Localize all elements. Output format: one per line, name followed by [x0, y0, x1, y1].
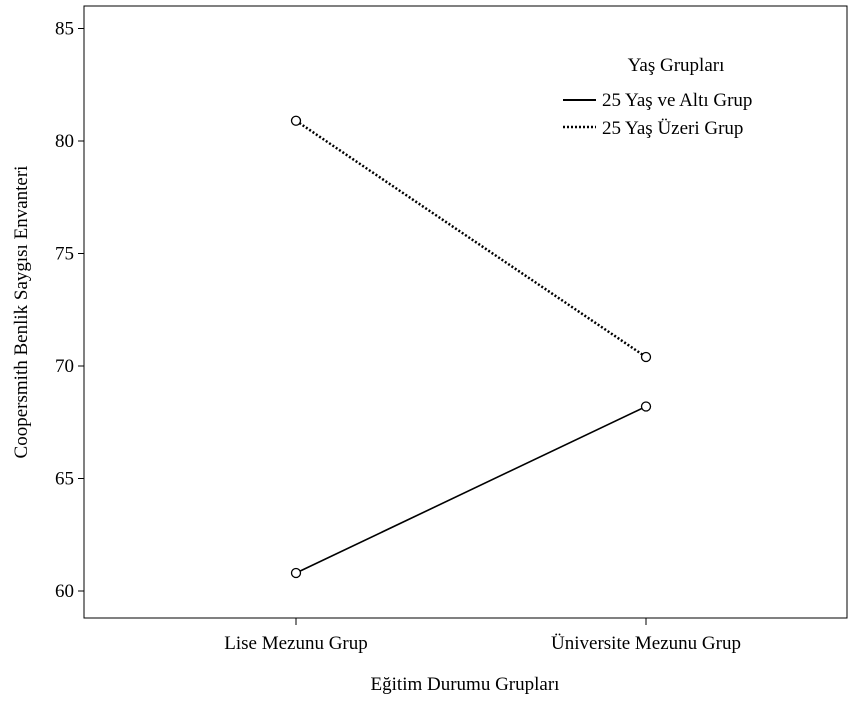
x-tick-label: Lise Mezunu Grup: [224, 633, 368, 654]
y-tick-label: 85: [55, 19, 74, 40]
x-axis: Lise Mezunu Grup Üniversite Mezunu Grup: [224, 618, 741, 654]
legend-title: Yaş Grupları: [628, 55, 725, 76]
plot-frame: [83, 5, 848, 619]
y-tick-label: 60: [55, 581, 74, 602]
legend-label-series-1: 25 Yaş ve Altı Grup: [602, 90, 752, 111]
series-line-2: [295, 119, 647, 359]
y-tick-label: 65: [55, 469, 74, 490]
legend-label-series-2: 25 Yaş Üzeri Grup: [602, 118, 743, 139]
y-axis: 60 65 70 75 80 85: [55, 19, 84, 602]
y-tick-label: 75: [55, 244, 74, 265]
series-layer: [290, 115, 652, 579]
y-tick-label: 80: [55, 131, 74, 152]
series-line-1: [295, 405, 647, 574]
y-tick-label: 70: [55, 356, 74, 377]
x-tick-label: Üniversite Mezunu Grup: [551, 633, 741, 654]
x-axis-title: Eğitim Durumu Grupları: [371, 674, 560, 695]
data-point-series-1: [640, 401, 652, 412]
data-point-series-2: [290, 115, 302, 126]
legend: Yaş Grupları 25 Yaş ve Altı Grup 25 Yaş …: [563, 55, 752, 139]
y-axis-title: Coopersmith Benlik Saygısı Envanteri: [11, 166, 32, 459]
data-point-series-2: [640, 351, 652, 363]
data-point-series-1: [290, 567, 302, 579]
